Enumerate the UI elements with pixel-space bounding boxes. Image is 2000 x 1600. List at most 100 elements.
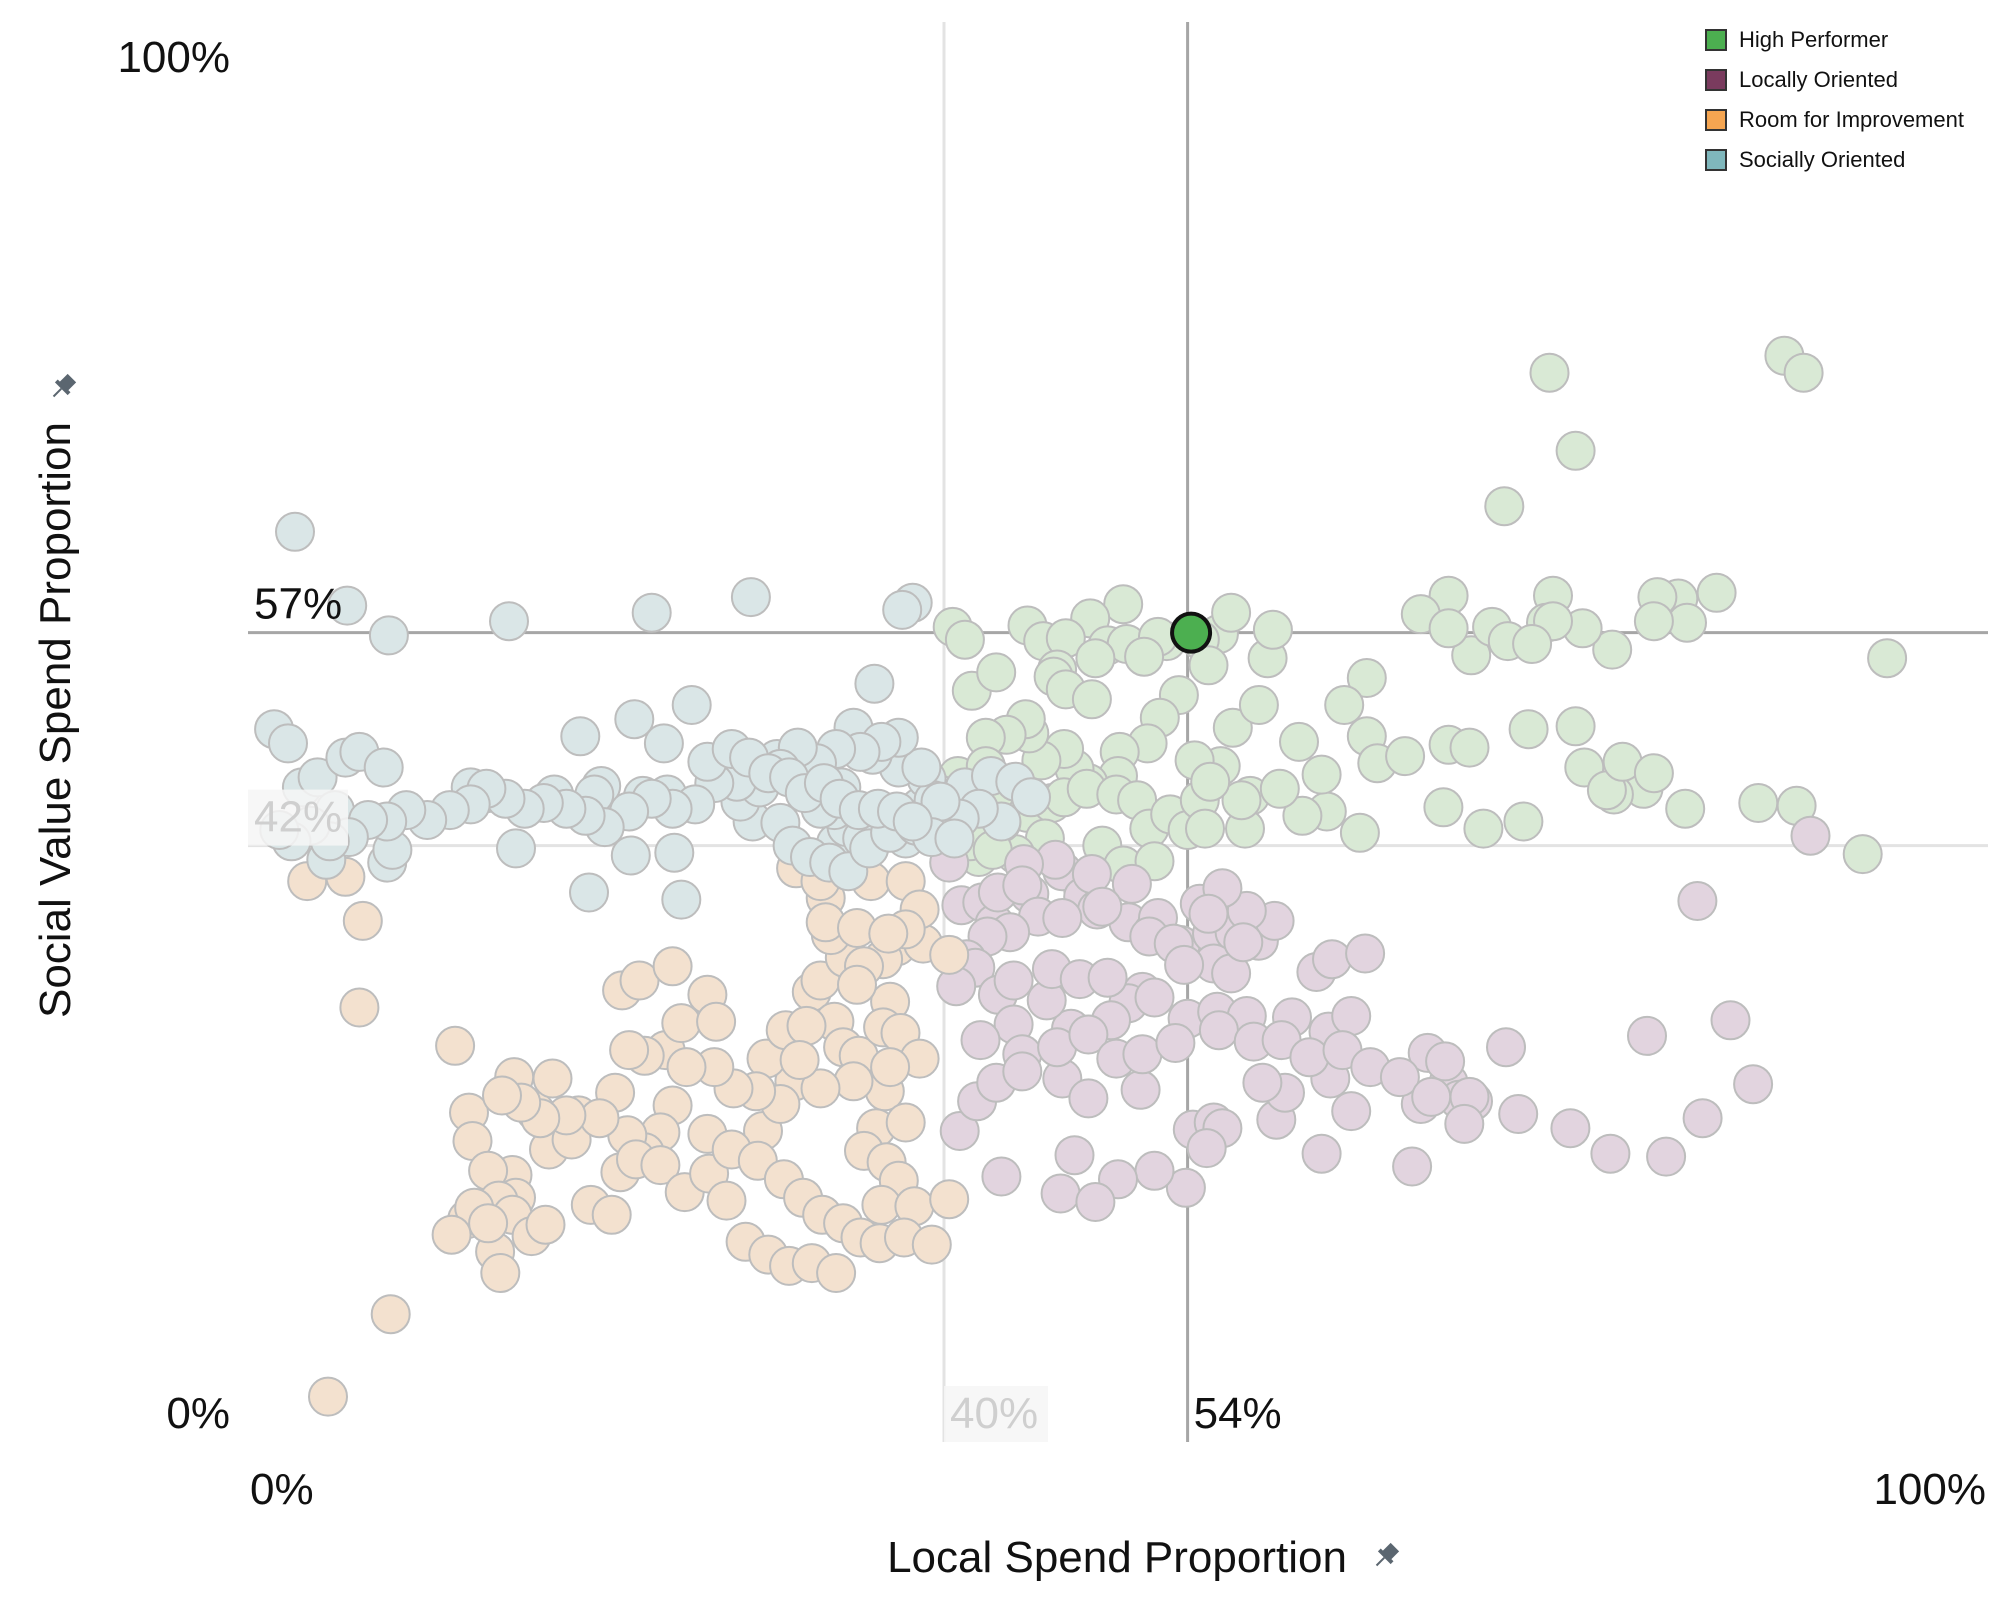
- data-point-room-for-improvement[interactable]: [696, 1001, 737, 1042]
- data-point-room-for-improvement[interactable]: [911, 1224, 952, 1265]
- data-point-locally-oriented[interactable]: [1331, 996, 1372, 1036]
- data-point-high-performer[interactable]: [1385, 736, 1426, 777]
- data-point-high-performer[interactable]: [1324, 685, 1365, 725]
- data-point-high-performer[interactable]: [1185, 808, 1225, 849]
- data-point-locally-oriented[interactable]: [1223, 922, 1264, 963]
- data-point-locally-oriented[interactable]: [1082, 886, 1123, 927]
- legend-item-socially-oriented[interactable]: Socially Oriented: [1705, 140, 1964, 180]
- data-point-room-for-improvement[interactable]: [706, 1180, 747, 1221]
- data-point-socially-oriented[interactable]: [901, 747, 942, 788]
- data-point-socially-oriented[interactable]: [560, 716, 601, 757]
- data-point-room-for-improvement[interactable]: [833, 1061, 874, 1102]
- data-point-room-for-improvement[interactable]: [640, 1145, 681, 1186]
- data-point-locally-oriented[interactable]: [1710, 1000, 1751, 1041]
- data-point-high-performer[interactable]: [1633, 601, 1674, 642]
- data-point-locally-oriented[interactable]: [1120, 1069, 1161, 1110]
- data-point-socially-oriented[interactable]: [643, 723, 684, 764]
- data-point-locally-oriented[interactable]: [1312, 939, 1352, 980]
- data-point-locally-oriented[interactable]: [1075, 1182, 1116, 1222]
- data-point-locally-oriented[interactable]: [1590, 1133, 1631, 1174]
- data-point-locally-oriented[interactable]: [1134, 1150, 1175, 1191]
- data-point-locally-oriented[interactable]: [1054, 1135, 1095, 1176]
- data-point-high-performer[interactable]: [1212, 707, 1253, 748]
- data-point-socially-oriented[interactable]: [489, 601, 529, 642]
- data-point-locally-oriented[interactable]: [993, 960, 1034, 1001]
- data-point-room-for-improvement[interactable]: [308, 1376, 348, 1417]
- data-point-socially-oriented[interactable]: [368, 615, 409, 656]
- data-point-high-performer[interactable]: [1221, 780, 1262, 821]
- data-point-high-performer[interactable]: [976, 652, 1017, 693]
- data-point-high-performer[interactable]: [1211, 592, 1252, 633]
- data-point-socially-oriented[interactable]: [569, 872, 609, 913]
- data-point-locally-oriented[interactable]: [1331, 1091, 1372, 1132]
- data-point-locally-oriented[interactable]: [1111, 863, 1152, 904]
- data-point-high-performer[interactable]: [1075, 638, 1116, 679]
- data-point-room-for-improvement[interactable]: [885, 1102, 926, 1143]
- data-point-room-for-improvement[interactable]: [532, 1058, 573, 1099]
- data-point-socially-oriented[interactable]: [1011, 777, 1051, 818]
- data-point-room-for-improvement[interactable]: [342, 900, 383, 941]
- data-point-socially-oriented[interactable]: [654, 832, 695, 873]
- data-point-room-for-improvement[interactable]: [837, 964, 877, 1005]
- data-point-high-performer[interactable]: [1346, 658, 1387, 698]
- data-point-locally-oriented[interactable]: [1425, 1041, 1466, 1082]
- data-point-locally-oriented[interactable]: [981, 1156, 1022, 1197]
- data-point-locally-oriented[interactable]: [1733, 1064, 1774, 1105]
- data-point-locally-oriented[interactable]: [1198, 1010, 1239, 1051]
- data-point-room-for-improvement[interactable]: [786, 1005, 827, 1046]
- data-point-locally-oriented[interactable]: [1345, 933, 1386, 974]
- data-point-socially-oriented[interactable]: [854, 663, 895, 704]
- data-point-high-performer[interactable]: [1665, 788, 1706, 829]
- data-point-high-performer[interactable]: [1633, 753, 1674, 794]
- data-point-room-for-improvement[interactable]: [431, 1214, 472, 1255]
- data-point-room-for-improvement[interactable]: [609, 1030, 650, 1071]
- data-point-locally-oriented[interactable]: [1242, 1062, 1283, 1103]
- data-point-room-for-improvement[interactable]: [525, 1204, 566, 1245]
- pin-icon[interactable]: [1370, 1541, 1401, 1572]
- data-point-locally-oriented[interactable]: [1087, 957, 1128, 998]
- data-point-high-performer[interactable]: [1555, 706, 1596, 747]
- data-point-room-for-improvement[interactable]: [929, 1179, 970, 1220]
- data-point-socially-oriented[interactable]: [610, 835, 651, 876]
- data-point-high-performer[interactable]: [1190, 761, 1231, 802]
- data-point-locally-oriented[interactable]: [1068, 1078, 1109, 1119]
- data-point-socially-oriented[interactable]: [661, 879, 702, 920]
- data-point-high-performer[interactable]: [1279, 721, 1319, 762]
- data-point-locally-oriented[interactable]: [1627, 1015, 1667, 1056]
- data-point-high-performer[interactable]: [1301, 754, 1342, 795]
- data-point-locally-oriented[interactable]: [1165, 1167, 1206, 1208]
- data-point-socially-oriented[interactable]: [363, 747, 404, 788]
- data-point-locally-oriented[interactable]: [939, 1111, 980, 1151]
- data-point-high-performer[interactable]: [1449, 727, 1490, 768]
- data-point-locally-oriented[interactable]: [1646, 1136, 1687, 1177]
- data-point-socially-oriented[interactable]: [934, 818, 975, 859]
- data-point-room-for-improvement[interactable]: [591, 1194, 632, 1235]
- data-point-room-for-improvement[interactable]: [370, 1294, 411, 1335]
- pin-icon[interactable]: [47, 372, 78, 403]
- data-point-high-performer[interactable]: [1124, 636, 1165, 677]
- data-point-socially-oriented[interactable]: [327, 585, 368, 626]
- data-point-room-for-improvement[interactable]: [435, 1025, 476, 1066]
- data-point-locally-oriented[interactable]: [1677, 881, 1718, 921]
- data-point-locally-oriented[interactable]: [1040, 1173, 1081, 1214]
- data-point-locally-oriented[interactable]: [1301, 1133, 1342, 1174]
- data-point-room-for-improvement[interactable]: [652, 946, 693, 987]
- legend-item-locally-oriented[interactable]: Locally Oriented: [1705, 60, 1964, 100]
- data-point-room-for-improvement[interactable]: [666, 1047, 707, 1088]
- data-point-locally-oriented[interactable]: [1392, 1146, 1433, 1187]
- data-point-high-performer[interactable]: [1503, 801, 1544, 842]
- data-point-locally-oriented[interactable]: [960, 1020, 1001, 1061]
- data-point-locally-oriented[interactable]: [1186, 1128, 1227, 1169]
- data-point-high-performer[interactable]: [1484, 486, 1525, 527]
- data-point-socially-oriented[interactable]: [631, 592, 672, 633]
- data-point-high-performer[interactable]: [1696, 572, 1737, 613]
- data-point-high-performer[interactable]: [1529, 352, 1570, 393]
- data-point-locally-oriented[interactable]: [1682, 1098, 1723, 1139]
- data-point-room-for-improvement[interactable]: [929, 934, 970, 975]
- data-point-high-performer[interactable]: [1842, 834, 1883, 875]
- data-point-room-for-improvement[interactable]: [868, 913, 909, 954]
- data-point-high-performer[interactable]: [1508, 709, 1549, 750]
- data-point-locally-oriented[interactable]: [1289, 1037, 1330, 1078]
- data-point-high-performer[interactable]: [1738, 783, 1779, 823]
- data-point-room-for-improvement[interactable]: [779, 1040, 820, 1080]
